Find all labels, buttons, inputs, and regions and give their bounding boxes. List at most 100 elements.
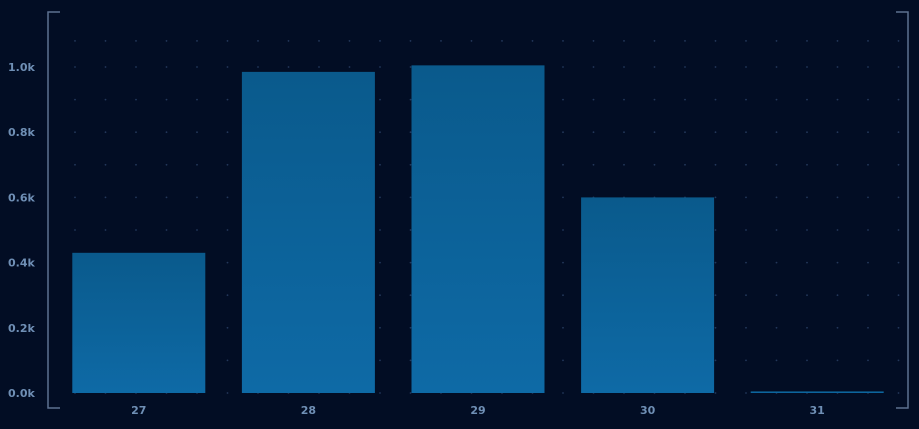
- grid-dot: [745, 163, 747, 166]
- grid-dot: [287, 40, 290, 42]
- grid-dot: [745, 229, 747, 231]
- grid-dot: [897, 261, 900, 264]
- grid-dot: [409, 326, 412, 329]
- bars: [72, 65, 884, 394]
- grid-dot: [226, 294, 229, 297]
- grid-dot: [897, 40, 900, 42]
- grid-dot: [409, 359, 412, 362]
- grid-dot: [623, 131, 625, 134]
- grid-dot: [714, 98, 717, 101]
- chart-frame: [47, 11, 909, 409]
- grid-dot: [867, 261, 869, 264]
- grid-dot: [409, 98, 412, 101]
- grid-dot: [501, 40, 503, 42]
- grid-dot: [562, 294, 564, 297]
- grid-dot: [104, 98, 107, 101]
- grid-dot: [867, 294, 869, 297]
- grid-dot: [867, 163, 869, 166]
- grid-dot: [836, 131, 839, 134]
- grid-dot: [775, 229, 778, 231]
- grid-dot: [745, 294, 747, 297]
- grid-dot: [867, 98, 869, 101]
- grid-dot: [348, 40, 351, 42]
- grid-dot: [714, 294, 717, 297]
- grid-dot: [775, 261, 778, 264]
- grid-dot: [379, 196, 381, 199]
- bar-31: [750, 391, 884, 393]
- grid-dot: [775, 359, 778, 362]
- grid-dot: [409, 163, 412, 166]
- grid-dot: [562, 359, 564, 362]
- grid-dot: [714, 261, 717, 264]
- x-tick-label: 27: [131, 404, 146, 417]
- grid-dot: [714, 392, 717, 394]
- grid-dot: [745, 326, 747, 329]
- grid-dot: [74, 66, 76, 68]
- grid-dot: [135, 40, 137, 42]
- grid-dot: [409, 392, 412, 394]
- x-tick-label: 28: [301, 404, 316, 417]
- x-tick-label: 30: [640, 404, 656, 417]
- grid-dot: [897, 163, 900, 166]
- grid-dot: [745, 196, 747, 199]
- grid-dot: [135, 196, 137, 199]
- y-tick-label: 0.6k: [8, 191, 35, 204]
- grid-dot: [74, 131, 76, 134]
- y-tick-label: 1.0k: [8, 61, 35, 74]
- grid-dot: [104, 229, 107, 231]
- grid-dot: [165, 66, 168, 68]
- grid-dot: [653, 66, 656, 68]
- y-axis-ticks: 0.0k 0.2k 0.4k 0.6k 0.8k 1.0k: [8, 61, 35, 400]
- grid-dot: [104, 131, 107, 134]
- grid-dot: [592, 131, 595, 134]
- grid-dot: [409, 131, 412, 134]
- grid-dot: [165, 196, 168, 199]
- grid-dot: [714, 229, 717, 231]
- x-axis-ticks: 27 28 29 30 31: [131, 404, 825, 417]
- grid-dot: [775, 326, 778, 329]
- grid-dot: [409, 66, 412, 68]
- grid-dot: [897, 98, 900, 101]
- x-tick-label: 29: [470, 404, 485, 417]
- y-tick-label: 0.2k: [8, 322, 35, 335]
- grid-dot: [836, 40, 839, 42]
- grid-dot: [74, 98, 76, 101]
- grid-dot: [562, 326, 564, 329]
- bar-27: [72, 252, 206, 393]
- grid-dot: [836, 359, 839, 362]
- y-tick-label: 0.0k: [8, 387, 35, 400]
- grid-dot: [836, 326, 839, 329]
- grid-dot: [897, 359, 900, 362]
- grid-dot: [867, 131, 869, 134]
- grid-dot: [226, 131, 229, 134]
- grid-dot: [836, 261, 839, 264]
- grid-dot: [775, 163, 778, 166]
- grid-dot: [562, 40, 564, 42]
- grid-dot: [714, 359, 717, 362]
- grid-dot: [775, 66, 778, 68]
- grid-dot: [684, 163, 686, 166]
- grid-dot: [104, 66, 107, 68]
- grid-dot: [836, 294, 839, 297]
- grid-dot: [745, 98, 747, 101]
- grid-dot: [470, 40, 473, 42]
- grid-dot: [867, 359, 869, 362]
- grid-dot: [135, 66, 137, 68]
- grid-dot: [562, 392, 564, 394]
- grid-dot: [318, 40, 320, 42]
- grid-dot: [226, 196, 229, 199]
- grid-dot: [318, 66, 320, 68]
- grid-dot: [196, 40, 198, 42]
- bar-30: [581, 197, 715, 393]
- grid-dot: [562, 163, 564, 166]
- grid-dot: [867, 326, 869, 329]
- grid-dot: [897, 294, 900, 297]
- grid-dot: [196, 196, 198, 199]
- grid-dot: [836, 163, 839, 166]
- grid-dot: [379, 131, 381, 134]
- grid-dot: [379, 294, 381, 297]
- bar-28: [241, 71, 375, 393]
- grid-dot: [226, 392, 229, 394]
- grid-dot: [745, 359, 747, 362]
